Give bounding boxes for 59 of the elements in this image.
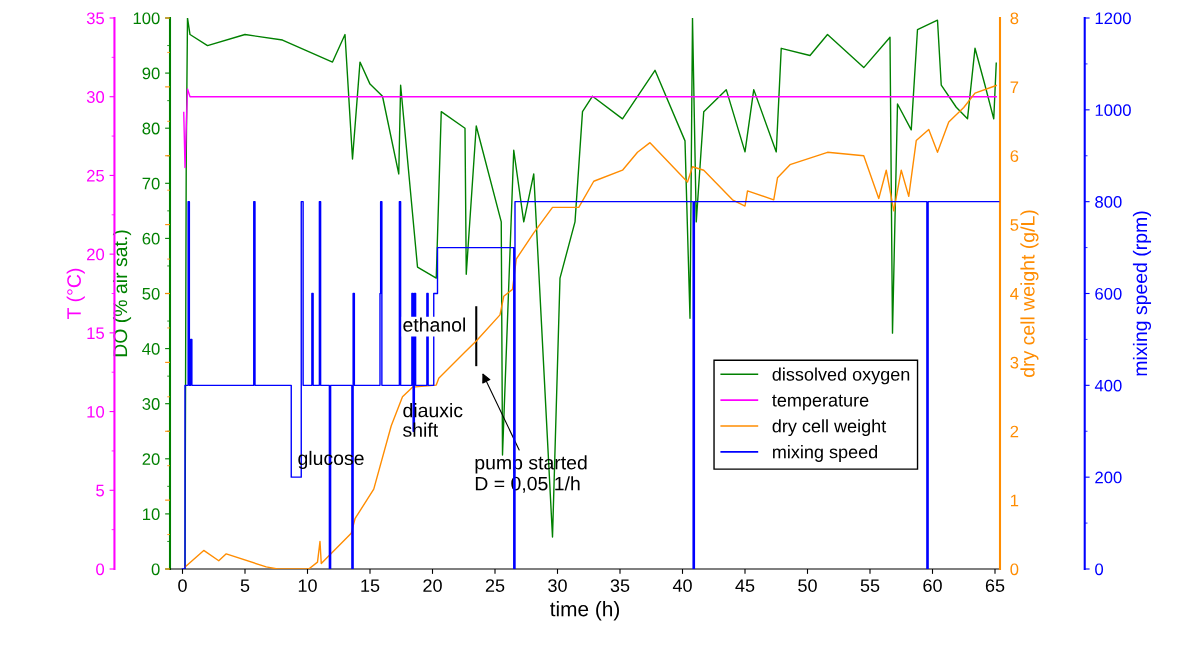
x-axis-title: time (h): [550, 601, 620, 621]
y2-tick-label: 0: [1095, 563, 1104, 576]
y2-tick-label: 400: [1094, 379, 1122, 392]
y2-tick-label: 200: [1095, 471, 1122, 484]
y-tick-label: 4: [1010, 288, 1019, 300]
y-tick-label: 6: [1010, 150, 1019, 162]
y-tick-label: 10: [143, 508, 160, 521]
y-tick-label: 0: [151, 563, 160, 576]
y-tick-label: 100: [133, 12, 160, 25]
legend-label: temperature: [772, 394, 869, 411]
y2-tick-label: 20: [87, 248, 105, 261]
y2-tick-label: 15: [87, 327, 105, 340]
y2-tick-label: 5: [96, 484, 105, 497]
y-tick-label: 20: [142, 453, 160, 465]
y-tick-label: 60: [142, 232, 160, 245]
y-tick-label: 80: [142, 122, 160, 135]
x-tick-label: 40: [672, 579, 692, 592]
legend-label: mixing speed: [773, 445, 878, 462]
legend-label: dry cell weight: [772, 419, 887, 437]
y-tick-label: 0: [1010, 563, 1019, 576]
y2-axis-title: T (°C): [66, 268, 85, 319]
x-tick-label: 5: [240, 579, 250, 592]
y-axis-title: dry cell weight (g/L): [1020, 210, 1039, 377]
y-tick-label: 2: [1010, 425, 1019, 438]
y-tick-label: 3: [1010, 356, 1019, 369]
y2-tick-label: 1000: [1095, 104, 1131, 117]
x-tick-label: 20: [423, 579, 442, 592]
annotation: ethanol: [403, 317, 465, 332]
y-tick-label: 50: [142, 287, 160, 300]
x-tick-label: 0: [178, 579, 187, 592]
line-series: [183, 88, 997, 169]
x-tick-label: 15: [361, 579, 380, 592]
y2-tick-label: 600: [1095, 287, 1122, 300]
x-tick-label: 50: [798, 579, 817, 592]
y-tick-label: 5: [1010, 219, 1019, 231]
y2-tick-label: 10: [87, 405, 105, 418]
x-tick-label: 65: [985, 579, 1005, 592]
y2-tick-label: 1200: [1095, 12, 1131, 25]
y-tick-label: 30: [142, 398, 160, 410]
x-tick-label: 30: [548, 579, 567, 592]
legend-label: dissolved oxygen: [772, 367, 910, 385]
y2-tick-label: 35: [86, 12, 105, 25]
x-tick-label: 25: [485, 579, 505, 592]
y-tick-label: 1: [1010, 494, 1019, 507]
y2-axis-title: mixing speed (rpm): [1132, 211, 1152, 376]
y2-tick-label: 30: [86, 91, 105, 103]
y-tick-label: 90: [142, 67, 160, 80]
x-tick-label: 10: [298, 579, 317, 592]
y-tick-label: 70: [142, 177, 160, 190]
x-tick-label: 45: [735, 579, 755, 592]
y-tick-label: 40: [142, 343, 160, 355]
y2-tick-label: 25: [87, 169, 105, 182]
x-tick-label: 55: [860, 579, 880, 592]
x-tick-label: 35: [610, 579, 630, 592]
x-tick-label: 60: [923, 579, 942, 592]
y-tick-label: 8: [1010, 12, 1019, 25]
y-tick-label: 7: [1010, 81, 1019, 93]
y2-tick-label: 0: [96, 563, 105, 576]
y2-tick-label: 800: [1095, 196, 1122, 208]
